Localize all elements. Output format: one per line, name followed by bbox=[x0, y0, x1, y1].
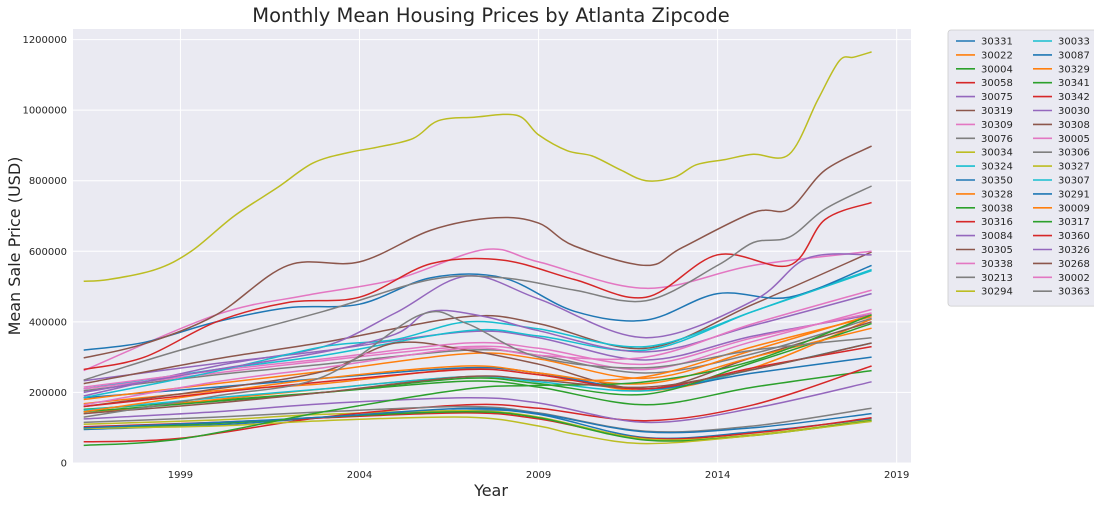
y-axis-title: Mean Sale Price (USD) bbox=[5, 157, 24, 336]
legend-entry-label: 30319 bbox=[981, 106, 1013, 117]
series-line-30342 bbox=[83, 201, 872, 371]
legend-entry-label: 30268 bbox=[1058, 259, 1090, 270]
chart-title: Monthly Mean Housing Prices by Atlanta Z… bbox=[252, 4, 729, 27]
series-line-30268 bbox=[83, 342, 872, 415]
y-tick-label: 400000 bbox=[29, 317, 67, 328]
legend-entry-label: 30058 bbox=[981, 78, 1013, 89]
x-tick-label: 2019 bbox=[884, 470, 909, 481]
legend-entry-label: 30342 bbox=[1058, 92, 1090, 103]
legend-entry-label: 30317 bbox=[1058, 217, 1090, 228]
legend-entry-label: 30009 bbox=[1058, 203, 1090, 214]
legend-entry-label: 30038 bbox=[981, 203, 1013, 214]
legend-entry-label: 30005 bbox=[1058, 134, 1090, 145]
x-tick-label: 2004 bbox=[347, 470, 372, 481]
x-tick-label: 1999 bbox=[168, 470, 193, 481]
legend-entry-label: 30306 bbox=[1058, 148, 1090, 159]
legend-entry-label: 30363 bbox=[1058, 287, 1090, 298]
legend-entry-label: 30329 bbox=[1058, 64, 1090, 75]
y-tick-label: 600000 bbox=[29, 247, 67, 258]
y-tick-label: 200000 bbox=[29, 388, 67, 399]
legend-entry-label: 30328 bbox=[981, 189, 1013, 200]
legend-entry-label: 30326 bbox=[1058, 245, 1090, 256]
series-line-30213 bbox=[83, 405, 872, 433]
legend: 30331 30022 30004 30058 30075 30319 30309 30076… bbox=[947, 29, 1094, 307]
legend-entry-label: 30084 bbox=[981, 231, 1013, 242]
series-line-30084 bbox=[83, 381, 872, 424]
legend-entry-label: 30350 bbox=[981, 176, 1013, 187]
legend-entry-label: 30294 bbox=[981, 287, 1013, 298]
legend-entry-label: 30338 bbox=[981, 259, 1013, 270]
legend-entry-label: 30316 bbox=[981, 217, 1013, 228]
series-line-30075 bbox=[83, 314, 872, 382]
legend-entry-label: 30324 bbox=[981, 162, 1013, 173]
y-tick-label: 1000000 bbox=[22, 106, 67, 117]
series-line-30363 bbox=[83, 310, 872, 418]
y-tick-label: 0 bbox=[61, 459, 67, 470]
series-line-30327 bbox=[83, 51, 872, 283]
legend-entry-label: 30075 bbox=[981, 92, 1013, 103]
legend-entry-label: 30022 bbox=[981, 50, 1013, 61]
x-axis-title: Year bbox=[473, 481, 508, 500]
legend-entry-label: 30213 bbox=[981, 273, 1013, 284]
series-line-30030 bbox=[83, 253, 872, 397]
legend-entry-label: 30331 bbox=[981, 37, 1013, 48]
legend-entry-label: 30291 bbox=[1058, 189, 1090, 200]
y-tick-label: 1200000 bbox=[22, 35, 67, 46]
series-line-30331 bbox=[83, 409, 872, 440]
series-line-30338 bbox=[83, 308, 872, 390]
x-tick-label: 2009 bbox=[526, 470, 551, 481]
legend-entry-label: 30033 bbox=[1058, 37, 1090, 48]
series-line-30087 bbox=[83, 356, 872, 399]
legend-entry-label: 30309 bbox=[981, 120, 1013, 131]
legend-entry-label: 30308 bbox=[1058, 120, 1090, 131]
series-line-30004 bbox=[83, 369, 872, 411]
series-line-30329 bbox=[83, 314, 872, 401]
series-line-30341 bbox=[83, 322, 872, 413]
legend-entry-label: 30002 bbox=[1058, 273, 1090, 284]
series-line-30308 bbox=[83, 321, 872, 408]
series-lines bbox=[83, 51, 872, 447]
legend-frame bbox=[947, 29, 1094, 307]
series-line-30294 bbox=[83, 416, 872, 445]
series-line-30002 bbox=[83, 289, 872, 406]
legend-entry-label: 30327 bbox=[1058, 162, 1090, 173]
x-tick-label: 2014 bbox=[705, 470, 730, 481]
tick-labels: 0 200000 400000 600000 800000 1000000 1200000 1… bbox=[22, 35, 909, 481]
series-line-30306 bbox=[83, 185, 872, 381]
legend-entry-label: 30004 bbox=[981, 64, 1013, 75]
series-line-30319 bbox=[83, 251, 872, 385]
series-line-30309 bbox=[83, 248, 872, 372]
series-line-30317 bbox=[83, 314, 872, 447]
series-line-30305 bbox=[83, 145, 872, 359]
legend-entry-label: 30076 bbox=[981, 134, 1013, 145]
legend-entry-label: 30307 bbox=[1058, 176, 1090, 187]
legend-entry-label: 30034 bbox=[981, 148, 1013, 159]
legend-entry-label: 30341 bbox=[1058, 78, 1090, 89]
series-line-30360 bbox=[83, 345, 872, 408]
y-tick-label: 800000 bbox=[29, 176, 67, 187]
series-line-30291 bbox=[83, 407, 872, 434]
legend-entry-label: 30087 bbox=[1058, 50, 1090, 61]
legend-entry-label: 30360 bbox=[1058, 231, 1090, 242]
legend-entry-label: 30030 bbox=[1058, 106, 1090, 117]
legend-entry-label: 30305 bbox=[981, 245, 1013, 256]
